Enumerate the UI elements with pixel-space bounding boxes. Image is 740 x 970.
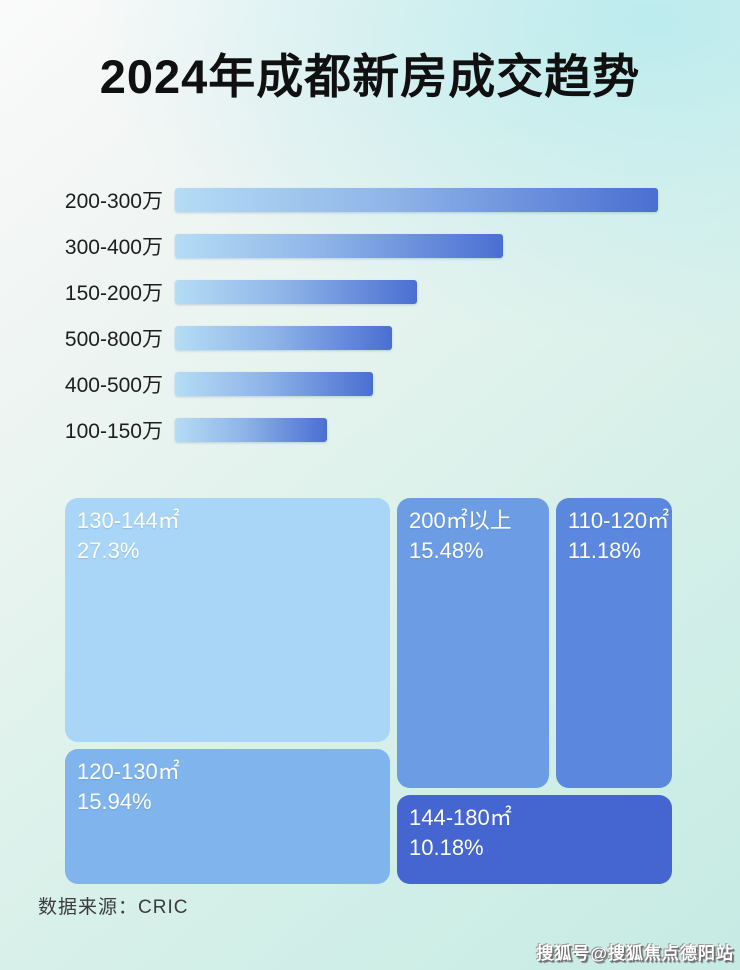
treemap-block-label: 144-180㎡ (409, 805, 512, 830)
bar-track (175, 418, 658, 442)
bar-category-label: 300-400万 (64, 236, 163, 259)
bar-category-label: 150-200万 (64, 282, 163, 305)
area-size-treemap: 130-144㎡ 27.3% 200㎡以上 15.48% 110-120㎡ 11… (65, 498, 672, 884)
bar (175, 372, 374, 396)
bar-row: 100-150万 (60, 418, 658, 443)
bar-row: 400-500万 (60, 372, 658, 397)
treemap-block-label: 110-120㎡ (568, 508, 670, 533)
treemap-block-label: 200㎡以上 (409, 508, 512, 533)
bar (175, 326, 393, 350)
treemap-block-value: 11.18% (568, 538, 641, 563)
treemap-block-value: 15.94% (77, 789, 152, 814)
bar-track (175, 188, 658, 212)
bar-category-label: 200-300万 (64, 190, 163, 213)
bar (175, 234, 504, 258)
treemap-block-label: 120-130㎡ (77, 759, 180, 784)
treemap-block-130-144: 130-144㎡ 27.3% (65, 498, 390, 742)
bar (175, 280, 417, 304)
bar-row: 150-200万 (60, 280, 658, 305)
bar-track (175, 372, 658, 396)
data-source-caption: 数据来源：CRIC (38, 897, 189, 918)
bar-category-label: 500-800万 (64, 328, 163, 351)
bar-track (175, 326, 658, 350)
treemap-block-120-130: 120-130㎡ 15.94% (65, 749, 390, 884)
treemap-block-value: 15.48% (409, 538, 484, 563)
watermark: 搜狐号@搜狐焦点德阳站 (536, 944, 734, 963)
bar-track (175, 280, 658, 304)
treemap-block-110-120: 110-120㎡ 11.18% (556, 498, 672, 788)
price-range-bar-chart: 200-300万 300-400万 150-200万 500-800万 400-… (60, 188, 658, 464)
bar-row: 300-400万 (60, 234, 658, 259)
treemap-block-label: 130-144㎡ (77, 508, 180, 533)
bar-category-label: 100-150万 (64, 420, 163, 443)
bar-row: 500-800万 (60, 326, 658, 351)
treemap-block-200-plus: 200㎡以上 15.48% (397, 498, 549, 788)
treemap-block-value: 27.3% (77, 538, 140, 563)
bar (175, 418, 328, 442)
bar-row: 200-300万 (60, 188, 658, 213)
page-title: 2024年成都新房成交趋势 (99, 50, 641, 103)
bar-category-label: 400-500万 (64, 374, 163, 397)
bar-track (175, 234, 658, 258)
treemap-block-value: 10.18% (409, 835, 484, 860)
bar (175, 188, 658, 212)
treemap-block-144-180: 144-180㎡ 10.18% (397, 795, 672, 884)
